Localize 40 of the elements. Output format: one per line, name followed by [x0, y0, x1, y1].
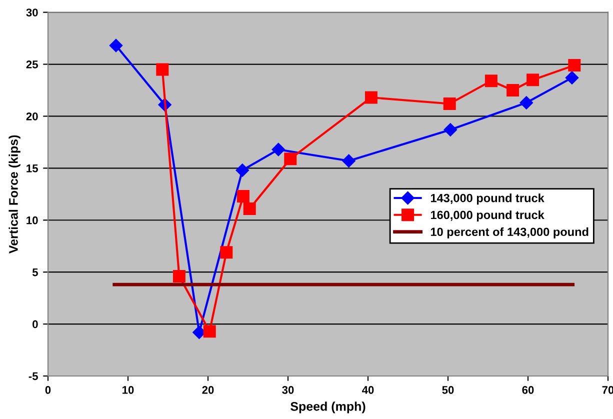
- x-axis-title: Speed (mph): [290, 402, 366, 414]
- point: [243, 202, 256, 215]
- x-tick-label: 60: [522, 386, 534, 394]
- point: [203, 325, 216, 338]
- y-axis-title: Vertical Force (kips): [8, 135, 20, 254]
- y-tick-label: 0: [32, 320, 38, 328]
- x-tick-label: 10: [122, 386, 134, 394]
- y-tick-label: 5: [32, 268, 38, 276]
- x-tick-label: 0: [45, 386, 51, 394]
- y-tick-label: 30: [26, 8, 38, 16]
- x-tick-label: 50: [442, 386, 454, 394]
- point: [520, 96, 533, 110]
- point: [443, 97, 456, 110]
- point: [236, 164, 249, 177]
- point: [364, 91, 378, 104]
- x-tick-label: 40: [362, 386, 374, 394]
- point: [484, 74, 498, 88]
- y-tick-label: 20: [26, 112, 38, 120]
- point: [342, 154, 356, 168]
- point: [109, 38, 123, 52]
- point: [220, 246, 233, 259]
- point: [444, 123, 457, 136]
- point: [172, 270, 186, 282]
- point: [156, 63, 169, 76]
- point: [506, 84, 520, 96]
- y-tick-label: -5: [28, 372, 38, 380]
- y-tick-label: 15: [26, 164, 38, 172]
- y-tick-label: 10: [26, 216, 38, 224]
- point: [284, 152, 297, 166]
- x-tick-label: 20: [202, 386, 214, 394]
- legend-label: 10 percent of 143,000 pound: [430, 227, 588, 238]
- point: [526, 74, 540, 86]
- point: [236, 190, 250, 202]
- legend-label: 143,000 pound truck: [430, 194, 544, 205]
- legend-label: 160,000 pound truck: [430, 210, 544, 222]
- point: [568, 59, 581, 72]
- point: [272, 142, 285, 156]
- y-tick-label: 25: [26, 60, 38, 68]
- x-tick-label: 30: [282, 386, 294, 394]
- point: [565, 71, 579, 84]
